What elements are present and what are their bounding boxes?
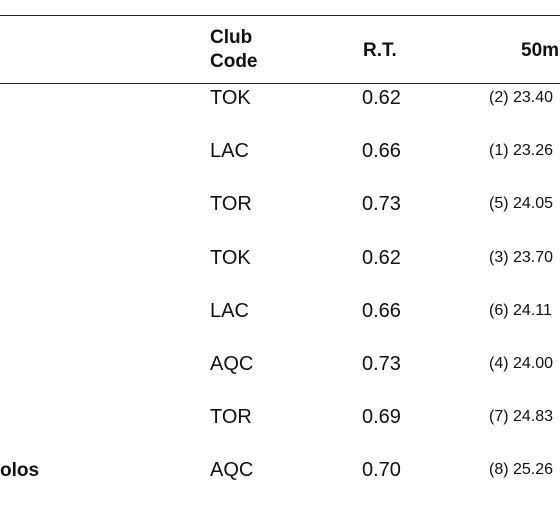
split-time: (5) 24.05 <box>489 195 554 213</box>
reaction-time: 0.66 <box>362 140 401 163</box>
club-code: TOR <box>210 406 252 429</box>
reaction-time: 0.73 <box>362 193 401 216</box>
reaction-time: 0.70 <box>362 459 401 482</box>
column-header: 50m <box>521 40 560 61</box>
top-rule <box>0 15 560 16</box>
swimmer-name: olos <box>0 460 40 482</box>
reaction-time: 0.69 <box>362 406 401 429</box>
split-time: (7) 24.83 <box>489 408 554 426</box>
club-code: LAC <box>210 140 249 163</box>
club-code: TOR <box>210 193 252 216</box>
club-code: AQC <box>210 459 254 482</box>
column-header: R.T. <box>363 40 397 61</box>
split-time: (2) 23.40 <box>489 89 554 106</box>
header-rule <box>0 83 560 84</box>
reaction-time: 0.66 <box>362 299 401 322</box>
split-time: (4) 24.00 <box>489 355 554 372</box>
club-code: TOK <box>210 246 251 269</box>
club-code: AQC <box>210 353 254 375</box>
reaction-time: 0.62 <box>362 87 401 109</box>
split-time: (1) 23.26 <box>489 142 554 160</box>
club-code: LAC <box>210 299 249 322</box>
split-time: (3) 23.70 <box>489 248 554 266</box>
split-time: (8) 25.26 <box>489 461 554 479</box>
reaction-time: 0.62 <box>362 246 401 269</box>
club-code: TOK <box>210 87 251 109</box>
reaction-time: 0.73 <box>362 353 401 375</box>
column-header: Club Code <box>210 27 258 72</box>
split-time: (6) 24.11 <box>489 301 552 319</box>
